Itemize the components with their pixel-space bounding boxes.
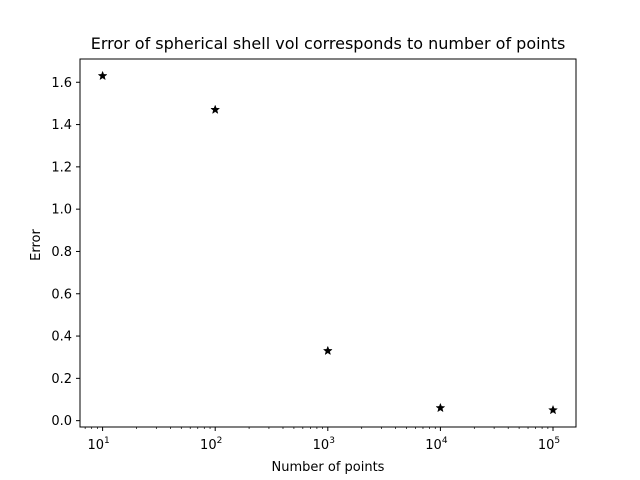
y-tick-label: 1.6 — [51, 76, 72, 91]
y-tick-label: 1.4 — [51, 118, 72, 133]
data-point — [435, 402, 446, 413]
data-point — [97, 70, 108, 81]
x-tick-label: 102 — [200, 436, 222, 453]
y-tick-label: 1.0 — [51, 203, 72, 218]
y-axis-label: Error — [29, 229, 44, 261]
x-tick-label: 104 — [425, 436, 448, 453]
x-tick-label: 103 — [313, 436, 335, 453]
data-point — [210, 104, 221, 114]
y-tick-label: 0.6 — [51, 287, 72, 302]
y-tick-label: 1.2 — [51, 160, 72, 175]
plot-area: 101 102 103 104 105 0.0 0.2 0.4 0.6 0.8 1.0 1.2 1.4 1… — [51, 58, 577, 453]
y-tick-label: 0.2 — [51, 372, 72, 387]
x-tick-label: 101 — [87, 436, 109, 453]
axes-frame — [79, 58, 577, 428]
data-point — [322, 345, 333, 356]
x-tick-label: 105 — [538, 436, 560, 453]
y-tick-label: 0.4 — [51, 330, 72, 345]
chart-title: Error of spherical shell vol corresponds… — [91, 34, 566, 53]
x-axis-label: Number of points — [272, 460, 385, 475]
data-point — [548, 404, 558, 415]
y-tick-label: 0.0 — [51, 414, 72, 429]
y-tick-label: 0.8 — [51, 245, 72, 260]
